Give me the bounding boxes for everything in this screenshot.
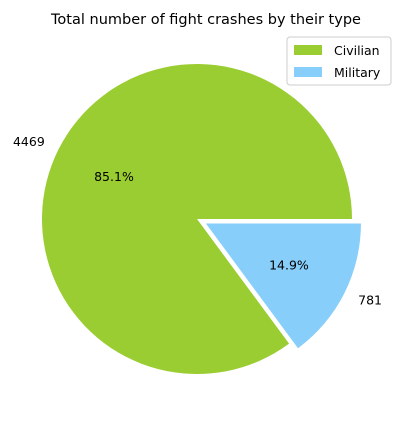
legend-swatch-military	[294, 67, 322, 77]
value-label-military: 781	[358, 292, 382, 307]
pie-slice-military	[205, 223, 361, 349]
percent-label-civilian: 85.1%	[94, 169, 134, 184]
pie-slice-civilian	[41, 64, 352, 375]
pie-slices	[41, 64, 361, 375]
legend-label-military: Military	[334, 65, 381, 80]
legend-swatch-civilian	[294, 45, 322, 55]
value-label-civilian: 4469	[13, 134, 45, 149]
pie-labels: 85.1% 4469 14.9% 781	[13, 134, 382, 307]
legend: Civilian Military	[286, 36, 392, 86]
legend-label-civilian: Civilian	[334, 43, 380, 58]
percent-label-military: 14.9%	[269, 257, 309, 272]
chart-title: Total number of fight crashes by their t…	[50, 12, 361, 28]
